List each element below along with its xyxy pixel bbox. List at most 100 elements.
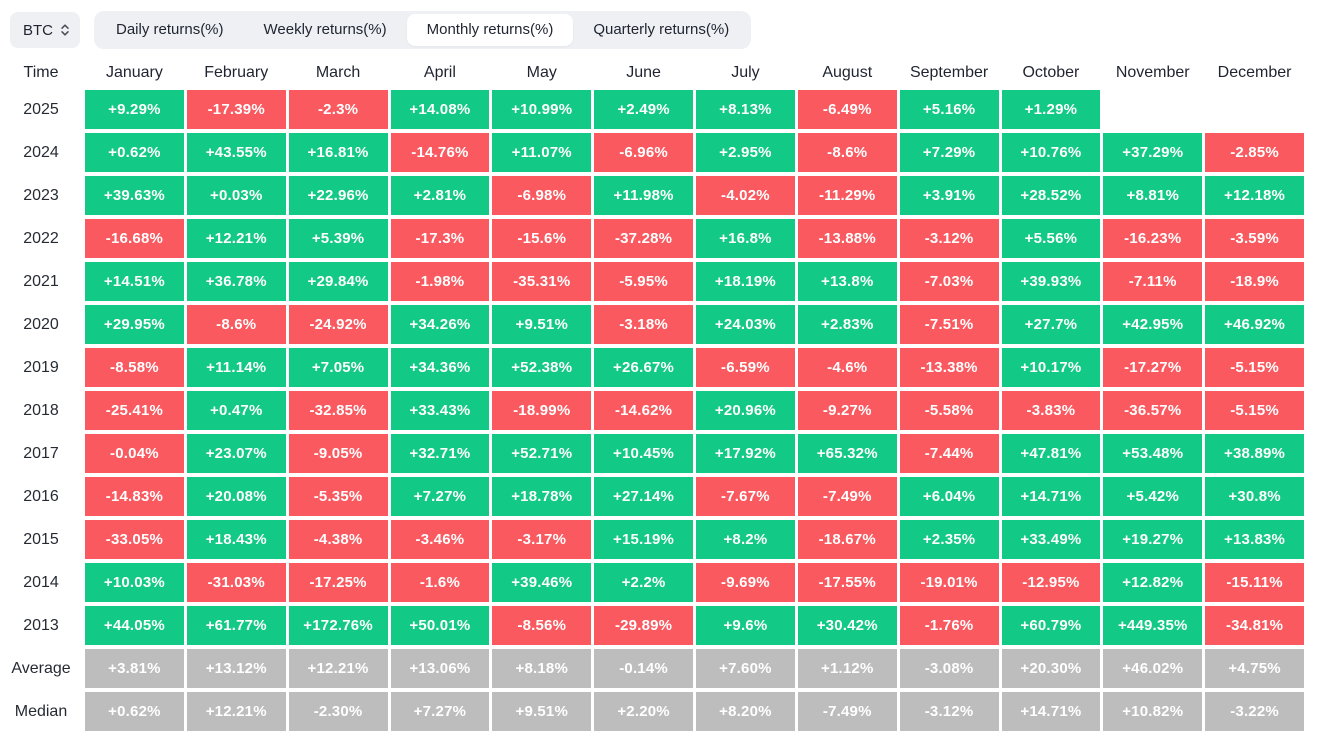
return-cell: +24.03% <box>696 305 795 344</box>
return-cell: +22.96% <box>288 176 388 215</box>
return-cell: +30.42% <box>797 606 897 645</box>
return-cell: +15.19% <box>594 520 693 559</box>
tab-quarterly-returns[interactable]: Quarterly returns(%) <box>593 21 730 38</box>
month-column-header: August <box>822 64 873 81</box>
return-cell: -7.03% <box>899 262 999 301</box>
month-column-header: June <box>626 64 661 81</box>
tab-daily-returns[interactable]: Daily returns(%) <box>116 21 224 38</box>
row-label: Median <box>14 702 68 720</box>
return-cell: +27.7% <box>1001 305 1101 344</box>
return-cell: -34.81% <box>1205 606 1304 645</box>
return-cell: +14.08% <box>390 90 490 129</box>
row-label: 2014 <box>23 573 59 591</box>
return-cell: -6.98% <box>492 176 592 215</box>
asset-selector[interactable]: BTC <box>10 12 80 48</box>
return-cell: +12.82% <box>1103 563 1203 602</box>
return-cell: +38.89% <box>1205 434 1304 473</box>
return-cell: +23.07% <box>186 434 286 473</box>
return-cell: -6.59% <box>696 348 795 387</box>
time-column-header: Time <box>23 64 59 81</box>
return-cell: +13.83% <box>1205 520 1304 559</box>
return-cell: -14.62% <box>594 391 693 430</box>
return-cell: -17.25% <box>288 563 388 602</box>
row-label: Average <box>11 659 71 677</box>
return-cell: -5.15% <box>1205 348 1304 387</box>
returns-grid: Time January February March April May June July… <box>0 60 1304 731</box>
return-cell: -5.58% <box>899 391 999 430</box>
return-cell: +7.29% <box>899 133 999 172</box>
return-cell: +449.35% <box>1103 606 1203 645</box>
return-cell: +9.29% <box>85 90 184 129</box>
return-cell: -5.95% <box>594 262 693 301</box>
return-cell: +5.56% <box>1001 219 1101 258</box>
return-cell: +27.14% <box>594 477 693 516</box>
return-cell <box>1103 90 1202 129</box>
return-cell: +13.06% <box>390 649 490 688</box>
return-cell: -31.03% <box>186 563 286 602</box>
return-cell: +0.47% <box>186 391 286 430</box>
return-cell: +33.43% <box>390 391 490 430</box>
return-cell: +29.95% <box>85 305 184 344</box>
return-cell: -18.9% <box>1205 262 1304 301</box>
return-cell: -1.76% <box>899 606 999 645</box>
return-cell: +10.76% <box>1001 133 1101 172</box>
return-cell: -2.30% <box>288 692 388 731</box>
return-cell: +10.17% <box>1001 348 1101 387</box>
month-column-header: November <box>1115 64 1190 81</box>
row-label: 2017 <box>23 444 59 462</box>
month-column-header: January <box>105 64 163 81</box>
return-cell: +32.71% <box>390 434 490 473</box>
return-cell: +2.81% <box>390 176 490 215</box>
return-cell: +30.8% <box>1205 477 1304 516</box>
return-cell: +61.77% <box>186 606 286 645</box>
return-cell: -2.3% <box>288 90 388 129</box>
return-cell: +37.29% <box>1103 133 1203 172</box>
return-cell: +2.2% <box>594 563 693 602</box>
return-cell: +60.79% <box>1001 606 1101 645</box>
return-cell: +8.13% <box>696 90 795 129</box>
row-label: 2019 <box>23 358 59 376</box>
return-cell: -3.12% <box>899 692 999 731</box>
row-label: 2018 <box>23 401 59 419</box>
return-cell: -3.18% <box>594 305 693 344</box>
return-cell: -1.98% <box>390 262 490 301</box>
return-cell: +9.51% <box>492 305 592 344</box>
return-cell: -16.23% <box>1103 219 1203 258</box>
return-cell: -1.6% <box>390 563 490 602</box>
return-cell: +2.83% <box>797 305 897 344</box>
return-cell: -3.22% <box>1205 692 1304 731</box>
return-cell: +14.71% <box>1001 692 1101 731</box>
return-cell: +65.32% <box>797 434 897 473</box>
tab-weekly-returns[interactable]: Weekly returns(%) <box>263 21 387 38</box>
return-cell: -18.67% <box>797 520 897 559</box>
return-cell: -16.68% <box>85 219 184 258</box>
return-cell: +9.6% <box>696 606 795 645</box>
return-cell: -7.51% <box>899 305 999 344</box>
return-cell: -13.38% <box>899 348 999 387</box>
return-cell: +0.62% <box>85 133 184 172</box>
return-cell: +7.60% <box>696 649 795 688</box>
return-cell: -25.41% <box>85 391 184 430</box>
return-cell: -18.99% <box>492 391 592 430</box>
return-cell: -0.14% <box>594 649 693 688</box>
return-cell: -7.49% <box>797 692 897 731</box>
return-cell: -6.96% <box>594 133 693 172</box>
return-cell: +43.55% <box>186 133 286 172</box>
chevron-up-down-icon <box>60 23 70 37</box>
return-cell: +50.01% <box>390 606 490 645</box>
return-cell: +2.49% <box>594 90 693 129</box>
return-cell: +3.81% <box>85 649 184 688</box>
return-cell: -7.44% <box>899 434 999 473</box>
return-cell: -36.57% <box>1103 391 1203 430</box>
return-cell: +18.19% <box>696 262 795 301</box>
return-cell: +7.05% <box>288 348 388 387</box>
return-cell: +7.27% <box>390 477 490 516</box>
return-cell: +33.49% <box>1001 520 1101 559</box>
month-column-header: February <box>204 64 269 81</box>
return-cell: -37.28% <box>594 219 693 258</box>
month-column-header: April <box>423 64 456 81</box>
return-cell: -7.67% <box>696 477 795 516</box>
tab-monthly-returns[interactable]: Monthly returns(%) <box>406 14 574 46</box>
returns-period-tabs: Daily returns(%) Weekly returns(%) Month… <box>94 11 752 49</box>
return-cell: -3.59% <box>1205 219 1304 258</box>
